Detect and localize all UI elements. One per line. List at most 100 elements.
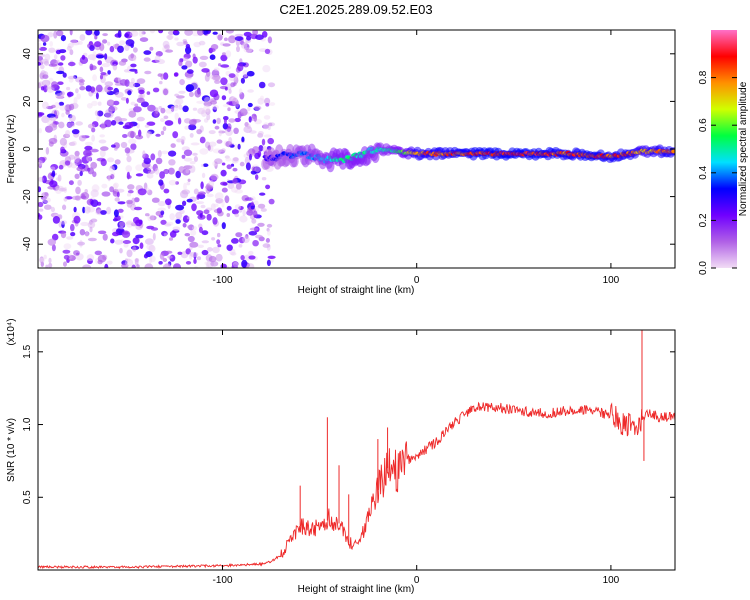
noise-blob [196,194,200,200]
noise-blob [208,141,217,147]
noise-blob [154,167,160,175]
noise-blob [203,105,211,113]
noise-blob [207,247,213,252]
noise-blob [222,43,231,47]
noise-blob [77,40,83,45]
noise-blob [201,230,209,236]
colorbar-label: Normalized spectral amplitude [738,81,749,216]
noise-blob [74,155,80,163]
noise-blob [79,56,89,64]
noise-blob [244,122,249,127]
noise-blob [97,230,107,235]
noise-blob [97,259,103,265]
noise-blob [94,34,98,40]
noise-blob [143,57,151,62]
noise-blob [109,45,115,53]
noise-blob [252,30,258,36]
noise-blob [242,70,249,78]
noise-blob [146,91,151,95]
noise-blob [123,243,129,248]
noise-blob [212,31,218,35]
noise-blob [201,172,206,179]
noise-blob [122,240,131,244]
noise-blob [155,157,163,165]
noise-blob [119,221,126,227]
noise-blob [55,185,64,190]
noise-blob [165,108,174,114]
noise-blob [201,240,209,244]
noise-blob [71,195,80,200]
noise-blob [119,247,123,254]
noise-blob [125,221,134,225]
noise-blob [265,184,271,190]
noise-blob [232,157,239,162]
noise-blob [223,117,227,125]
noise-blob [38,176,44,182]
noise-blob [234,189,244,194]
noise-blob [68,61,76,67]
noise-blob [218,129,222,137]
noise-blob [110,165,115,169]
noise-blob [180,190,189,199]
noise-blob [145,213,150,217]
noise-blob [78,79,85,83]
noise-blob [249,153,252,161]
noise-blob [189,165,196,173]
noise-blob [107,41,111,46]
noise-blob [257,203,266,209]
noise-blob [90,148,99,153]
noise-blob [150,153,156,161]
noise-blob [63,243,72,250]
noise-blob [173,30,178,34]
noise-blob [214,79,221,84]
noise-blob [152,163,158,172]
noise-blob [136,78,146,84]
noise-blob [129,68,138,72]
noise-blob [110,174,115,180]
noise-blob [159,252,165,260]
noise-blob [62,204,67,211]
noise-blob [158,179,164,186]
noise-blob [133,206,143,211]
noise-blob [75,186,81,195]
noise-blob [86,254,95,262]
noise-blob [38,62,42,66]
noise-blob [77,241,85,246]
noise-blob [97,101,102,106]
noise-blob [90,86,96,93]
noise-blob [242,74,249,79]
noise-blob [124,258,134,267]
noise-blob [125,39,135,47]
noise-blob [136,97,145,104]
noise-blob [239,108,248,116]
noise-blob [226,213,231,217]
noise-blob [248,116,252,123]
noise-blob [185,261,192,265]
noise-blob [98,139,107,144]
noise-blob [260,208,267,212]
noise-blob [96,54,105,59]
noise-blob [122,134,128,138]
noise-blob [222,52,226,56]
noise-blob [239,92,245,100]
noise-blob [172,226,181,232]
noise-blob [228,88,232,94]
noise-blob [127,184,135,190]
noise-blob [199,148,209,155]
noise-blob [224,155,230,159]
noise-blob [222,104,230,108]
spectrogram-x-ticks: -100 0 100 [212,30,620,286]
noise-blob [270,257,274,263]
noise-blob [255,234,263,239]
colorbar-tick-label: 0.0 [698,261,709,275]
noise-blob [73,206,77,213]
noise-blob [67,75,76,80]
snr-y-multiplier: (x10⁴) [6,318,17,345]
snr-panel: -100 0 100 0.5 1.0 1.5 (x10⁴) Height of stra… [6,318,676,595]
noise-blob [221,199,225,208]
noise-blob [107,157,115,163]
noise-blob [190,229,197,236]
noise-blob [38,42,42,49]
noise-blob [267,36,273,44]
noise-blob [146,130,151,139]
